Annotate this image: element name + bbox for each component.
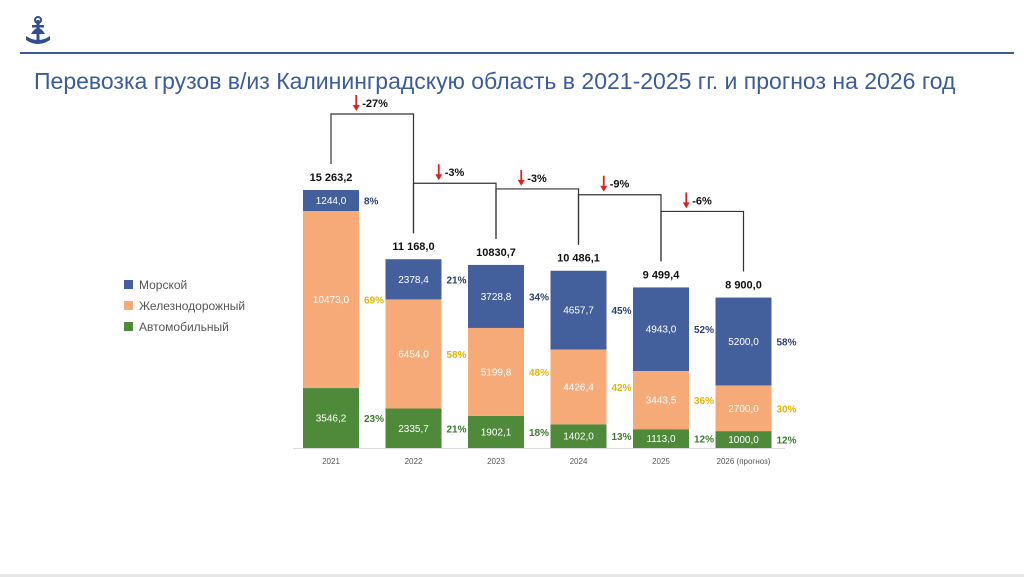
share-label-rail: 48% [529, 368, 549, 379]
share-label-sea: 45% [612, 306, 632, 317]
bar-total-label: 15 263,2 [310, 172, 353, 184]
share-label-sea: 34% [529, 292, 549, 303]
bar-segment-rail [633, 370, 689, 430]
change-label: -9% [610, 179, 630, 191]
legend-item-road: Автомобильный [124, 316, 245, 337]
bar-value-label-sea: 1244,0 [316, 196, 347, 207]
share-label-road: 21% [447, 424, 467, 435]
legend-swatch-rail [124, 301, 133, 310]
bar-segment-sea [633, 287, 689, 371]
x-tick-label: 2023 [487, 457, 505, 466]
bar-segment-sea [468, 264, 524, 328]
bar-value-label-rail: 5199,8 [481, 367, 512, 378]
bar-segment-rail [303, 211, 359, 389]
change-label: -6% [692, 195, 712, 207]
change-connector [495, 188, 580, 245]
down-arrow-head-icon [435, 174, 443, 181]
x-tick-label: 2021 [322, 457, 340, 466]
bar-segment-road [468, 415, 524, 448]
legend-label-sea: Морской [139, 277, 188, 292]
down-arrow-head-icon [682, 202, 690, 209]
change-connector [412, 182, 497, 239]
legend-label-rail: Железнодорожный [139, 298, 246, 313]
page-title: Перевозка грузов в/из Калининградскую об… [34, 68, 956, 94]
share-label-rail: 69% [364, 296, 384, 307]
bar-segment-rail [468, 327, 524, 416]
bar-value-label-rail: 3443,5 [646, 396, 677, 407]
bar-segment-rail [715, 385, 772, 432]
bar-value-label-sea: 4657,7 [563, 306, 594, 317]
bar-segment-rail [385, 299, 442, 409]
share-label-sea: 8% [364, 197, 379, 208]
share-label-rail: 42% [612, 383, 632, 394]
legend-item-sea: Морской [124, 274, 245, 295]
change-connector [660, 210, 745, 272]
down-arrow-head-icon [600, 185, 608, 192]
bar-value-label-road: 1000,0 [728, 435, 759, 446]
chart-legend: Морской Железнодорожный Автомобильный [124, 274, 245, 337]
bar-total-label: 8 900,0 [725, 280, 762, 292]
bar-value-label-sea: 5200,0 [728, 337, 759, 348]
bar-value-label-road: 1902,1 [481, 427, 512, 438]
bar-value-label-road: 2335,7 [398, 424, 429, 435]
change-connector [577, 194, 662, 262]
legend-item-rail: Железнодорожный [124, 295, 245, 316]
header-divider [20, 52, 1014, 54]
bar-segment-sea [385, 259, 442, 300]
share-label-road: 12% [777, 436, 797, 447]
bar-value-label-road: 1113,0 [646, 434, 676, 445]
bar-total-label: 10 486,1 [557, 253, 600, 265]
x-tick-label: 2022 [405, 457, 423, 466]
bar-total-label: 10830,7 [476, 247, 516, 259]
legend-swatch-road [124, 322, 133, 331]
bar-segment-road [385, 408, 442, 448]
x-tick-label: 2024 [570, 457, 588, 466]
bar-segment-sea [550, 270, 607, 350]
bar-value-label-road: 1402,0 [563, 432, 594, 443]
bar-total-label: 11 168,0 [392, 241, 434, 253]
share-label-road: 13% [612, 432, 632, 443]
bar-value-label-rail: 4426,4 [563, 382, 594, 393]
bar-value-label-sea: 2378,4 [398, 275, 429, 286]
footer-divider [0, 574, 1024, 577]
bar-total-label: 9 499,4 [643, 269, 681, 281]
change-label: -3% [445, 167, 465, 179]
bar-value-label-rail: 6454,0 [398, 349, 429, 360]
bar-segment-road [633, 429, 689, 448]
bar-segment-road [550, 424, 607, 448]
bar-segment-road [303, 388, 359, 448]
change-label: -3% [527, 173, 547, 185]
bar-value-label-rail: 2700,0 [728, 404, 759, 415]
change-label: -27% [362, 98, 388, 110]
bar-value-label-sea: 4943,0 [646, 325, 677, 336]
down-arrow-head-icon [352, 105, 360, 111]
share-label-rail: 30% [777, 404, 797, 415]
share-label-rail: 58% [447, 350, 467, 361]
legend-swatch-sea [124, 280, 133, 289]
x-tick-label: 2025 [652, 457, 670, 466]
share-label-sea: 52% [694, 325, 714, 336]
bar-segment-rail [550, 349, 607, 425]
bar-segment-sea [715, 297, 772, 386]
bar-value-label-sea: 3728,8 [481, 292, 512, 303]
x-tick-label: 2026 (прогноз) [717, 457, 771, 466]
share-label-sea: 21% [447, 275, 467, 286]
change-connector [330, 113, 415, 234]
bar-segment-sea [303, 190, 359, 212]
anchor-emblem-icon [20, 14, 56, 50]
share-label-road: 12% [694, 435, 714, 446]
share-label-road: 23% [364, 414, 384, 425]
down-arrow-head-icon [517, 179, 525, 186]
bar-value-label-rail: 10473,0 [313, 295, 350, 306]
legend-label-road: Автомобильный [139, 319, 229, 334]
share-label-road: 18% [529, 428, 549, 439]
bar-value-label-road: 3546,2 [316, 414, 347, 425]
bar-segment-road [715, 431, 772, 448]
share-label-rail: 36% [694, 396, 714, 407]
share-label-sea: 58% [777, 338, 797, 349]
